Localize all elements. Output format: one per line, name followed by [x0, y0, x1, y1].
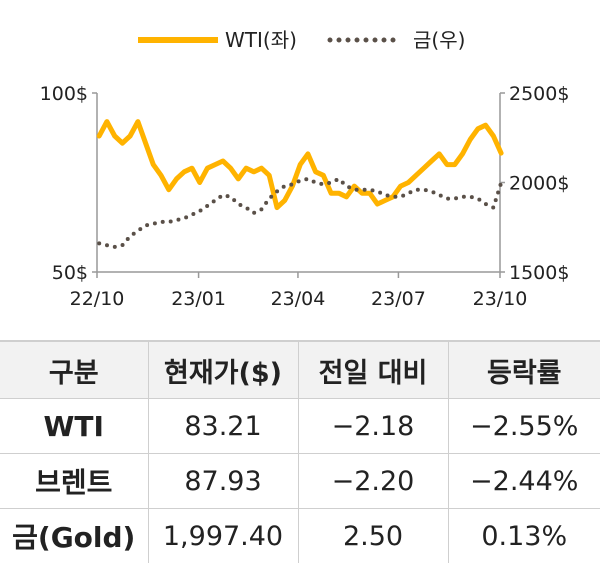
header-change-rate: 등락률 — [448, 341, 600, 399]
series-line-gold — [99, 179, 501, 247]
right-tick-label: 1500$ — [509, 262, 569, 284]
x-tick-label: 23/07 — [371, 288, 426, 310]
row-label: 브렌트 — [0, 454, 148, 509]
header-change: 전일 대비 — [298, 341, 448, 399]
current-price-cell: 87.93 — [148, 454, 298, 509]
right-tick-label: 2000$ — [509, 173, 569, 195]
current-price-cell: 83.21 — [148, 399, 298, 454]
left-tick-label: 100$ — [40, 83, 88, 105]
row-label: WTI — [0, 399, 148, 454]
chart-series — [99, 122, 501, 247]
right-tick-label: 2500$ — [509, 83, 569, 105]
change-rate-cell: −2.44% — [448, 454, 600, 509]
chart-axes — [92, 93, 505, 278]
table-header-row: 구분 현재가($) 전일 대비 등락률 — [0, 341, 600, 399]
x-tick-label: 23/10 — [473, 288, 528, 310]
change-cell: −2.20 — [298, 454, 448, 509]
table-row: 브렌트 87.93 −2.20 −2.44% — [0, 454, 600, 509]
table-row: WTI 83.21 −2.18 −2.55% — [0, 399, 600, 454]
legend-label-wti: WTI(좌) — [225, 28, 297, 52]
change-rate-cell: −2.55% — [448, 399, 600, 454]
change-rate-cell: 0.13% — [448, 509, 600, 563]
change-cell: −2.18 — [298, 399, 448, 454]
current-price-cell: 1,997.40 — [148, 509, 298, 563]
price-table: 구분 현재가($) 전일 대비 등락률 WTI 83.21 −2.18 −2.5… — [0, 340, 600, 563]
table-row: 금(Gold) 1,997.40 2.50 0.13% — [0, 509, 600, 563]
chart-ticks: 22/10 23/01 23/04 23/07 23/10 100$ 50$ 2500$ 200… — [40, 83, 570, 310]
x-tick-label: 22/10 — [70, 288, 125, 310]
x-tick-label: 23/01 — [171, 288, 226, 310]
chart-legend: WTI(좌) 금(우) — [138, 28, 465, 52]
legend-label-gold: 금(우) — [413, 28, 465, 52]
change-cell: 2.50 — [298, 509, 448, 563]
x-tick-label: 23/04 — [271, 288, 326, 310]
price-chart: WTI(좌) 금(우) 22/10 23/01 23/04 23/07 23/10 100$… — [0, 0, 600, 330]
header-category: 구분 — [0, 341, 148, 399]
row-label: 금(Gold) — [0, 509, 148, 563]
left-tick-label: 50$ — [52, 262, 88, 284]
header-current-price: 현재가($) — [148, 341, 298, 399]
